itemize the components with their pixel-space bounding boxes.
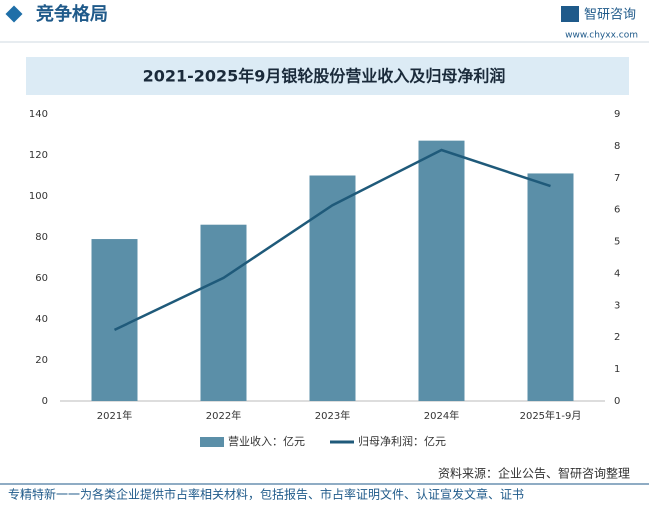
legend-label: 归母净利润：亿元: [358, 434, 446, 448]
bar: [527, 173, 574, 401]
y2-tick-label: 8: [614, 141, 620, 152]
legend-swatch: [200, 437, 224, 447]
y2-tick-label: 6: [614, 205, 620, 216]
y-tick-label: 80: [35, 232, 48, 243]
y2-tick-label: 5: [614, 237, 620, 248]
plot: 0 20 40 60 80 100 120 140 0 1 2 3 4 5 6 7 8 9 2021年 2022年 20…: [29, 109, 620, 448]
x-tick-label: 2022年: [206, 409, 241, 422]
x-tick-label: 2021年: [97, 409, 132, 422]
legend-label: 营业收入：亿元: [228, 434, 305, 448]
bar: [91, 239, 138, 401]
x-tick-label: 2025年1-9月: [520, 409, 582, 422]
y-tick-label: 0: [42, 396, 48, 407]
title-band: [26, 57, 629, 95]
bar: [418, 140, 465, 401]
bar: [200, 224, 247, 401]
y-tick-label: 40: [35, 314, 48, 325]
url: www.chyxx.com: [565, 31, 638, 41]
x-tick-label: 2024年: [424, 409, 459, 422]
chart-title: 2021-2025年9月银轮股份营业收入及归母净利润: [143, 67, 506, 86]
y-tick-label: 140: [29, 109, 48, 120]
y2-tick-label: 9: [614, 109, 620, 120]
footer: 专精特新一一为各类企业提供市占率相关材料，包括报告、市占率证明文件、认证宣发文章…: [8, 487, 524, 502]
logo: 智研咨询: [584, 8, 636, 23]
y2-tick-label: 1: [614, 364, 620, 375]
y-tick-label: 60: [35, 273, 48, 284]
line: [113, 148, 551, 332]
y-tick-label: 120: [29, 150, 48, 161]
y2-tick-label: 2: [614, 332, 620, 343]
y-tick-label: 20: [35, 355, 48, 366]
y2-tick-label: 4: [614, 268, 620, 279]
y2-tick-label: 0: [614, 396, 620, 407]
y-tick-label: 100: [29, 191, 48, 202]
y2-tick-label: 7: [614, 173, 620, 184]
bar: [309, 175, 356, 401]
source: 资料来源：企业公告、智研咨询整理: [438, 466, 630, 481]
y2-tick-label: 3: [614, 300, 620, 311]
x-tick-label: 2023年: [315, 409, 350, 422]
logo-icon: [561, 6, 579, 22]
header-title: 竞争格局: [36, 3, 108, 25]
